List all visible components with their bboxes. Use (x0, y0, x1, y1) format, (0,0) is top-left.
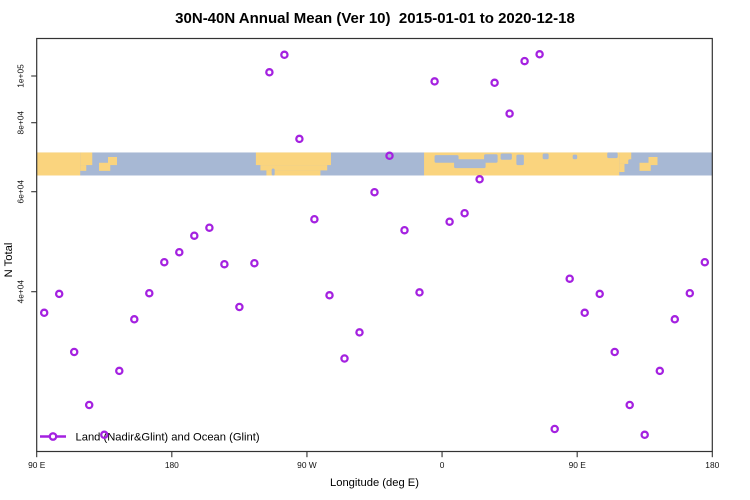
world-map-band (36, 152, 713, 176)
data-point (505, 109, 514, 118)
y-axis-title: N Total (3, 243, 15, 278)
data-point (355, 328, 364, 337)
data-points (39, 50, 710, 440)
data-point (685, 288, 695, 298)
land-segment (255, 152, 331, 166)
data-point (280, 50, 289, 60)
data-point (640, 430, 649, 440)
sea-patch (434, 155, 459, 163)
data-point (700, 257, 710, 267)
sea-patch (628, 159, 640, 171)
data-point (460, 208, 469, 218)
sea-patch (484, 154, 498, 163)
data-point (385, 151, 394, 161)
land-segment (639, 162, 651, 171)
data-point (565, 274, 574, 283)
land-segment (80, 165, 87, 171)
y-axis-ticks: 4e+04 6e+04 8e+04 1e+05 (16, 64, 37, 304)
x-axis-title: Longitude (deg E) (330, 477, 419, 489)
x-axis-ticks: 90 E 180 90 W 0 90 E 180 (28, 451, 720, 470)
data-point (295, 134, 304, 144)
x-tick-label: 180 (165, 460, 179, 470)
data-point (39, 308, 49, 318)
y-tick-label: 1e+05 (16, 64, 26, 88)
data-point (265, 68, 274, 77)
sea-patch (454, 159, 486, 169)
data-point (655, 366, 665, 376)
data-point (625, 400, 634, 410)
data-point (370, 187, 379, 197)
x-tick-label: 90 E (569, 460, 587, 470)
data-point (310, 214, 319, 224)
data-point (250, 258, 259, 268)
data-point (160, 257, 169, 267)
x-tick-label: 90 E (28, 460, 46, 470)
data-point (205, 223, 214, 232)
data-point (445, 217, 454, 226)
land-segment (99, 162, 111, 171)
sea-patch (516, 154, 524, 166)
data-point (235, 302, 244, 312)
land-segment (108, 156, 118, 166)
data-point (475, 175, 484, 184)
data-point (535, 50, 544, 59)
data-point (69, 347, 79, 357)
data-point (580, 308, 589, 318)
legend-marker-circle (48, 432, 58, 441)
data-point (490, 78, 499, 88)
data-point (130, 315, 139, 324)
data-point (220, 259, 229, 269)
sea-patch (572, 154, 578, 160)
chart-title: 30N-40N Annual Mean (Ver 10) 2015-01-01 … (175, 10, 575, 27)
data-point (610, 347, 619, 357)
x-tick-label: 90 W (297, 460, 317, 470)
data-point (340, 354, 349, 363)
x-tick-label: 180 (705, 460, 719, 470)
data-point (595, 289, 604, 299)
data-point (670, 315, 680, 324)
data-point (54, 289, 64, 299)
data-point (115, 366, 124, 376)
land-segment (266, 170, 321, 176)
plot-border (36, 37, 713, 453)
y-tick-label: 8e+04 (16, 111, 26, 135)
data-point (190, 231, 199, 240)
land-segment (36, 152, 81, 176)
sea-patch (607, 152, 618, 159)
data-point (415, 288, 424, 297)
data-point (145, 288, 154, 298)
legend: Land (Nadir&Glint) and Ocean (Glint) (40, 432, 260, 444)
sea-patch (271, 168, 275, 176)
land-segment (80, 152, 93, 166)
land-segment (619, 163, 625, 173)
data-point (175, 247, 184, 257)
data-point (100, 430, 109, 440)
data-point (430, 77, 439, 86)
data-point (325, 291, 334, 300)
data-point (550, 424, 559, 434)
land-segment (619, 152, 632, 164)
y-tick-label: 4e+04 (16, 280, 26, 304)
x-tick-label: 0 (440, 460, 445, 470)
data-point (520, 56, 529, 66)
data-point (84, 400, 94, 410)
data-point (400, 225, 409, 235)
y-tick-label: 6e+04 (16, 180, 26, 204)
sea-patch (542, 153, 549, 160)
sea-patch (500, 153, 512, 160)
legend-label: Land (Nadir&Glint) and Ocean (Glint) (76, 432, 260, 444)
land-segment (260, 165, 328, 171)
land-segment (648, 156, 658, 166)
